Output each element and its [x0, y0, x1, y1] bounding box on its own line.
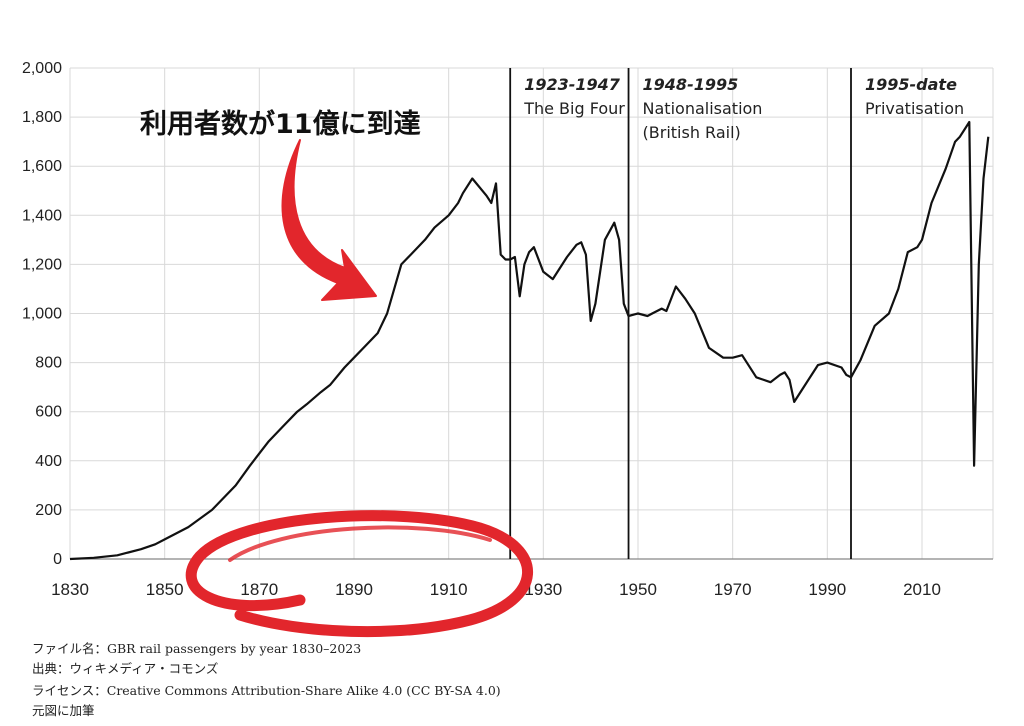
y-tick-label: 400	[35, 453, 62, 470]
footer-file-name: ファイル名：GBR rail passengers by year 1830–2…	[32, 641, 362, 656]
y-tick-label: 1,400	[22, 207, 62, 224]
y-tick-label: 1,000	[22, 306, 62, 323]
y-tick-label: 200	[35, 502, 62, 519]
era-date-label: 1995-date	[865, 75, 957, 94]
y-tick-label: 800	[35, 355, 62, 372]
red-arrow-annotation	[281, 139, 377, 301]
footer-note: 元図に加筆	[32, 703, 95, 718]
footer-source: 出典：ウィキメディア・コモンズ	[32, 661, 219, 676]
x-tick-label: 1970	[714, 580, 752, 599]
grid-lines	[69, 67, 994, 560]
x-tick-label: 1990	[808, 580, 846, 599]
y-tick-labels: 0 200 400 600 800 1,000 1,200 1,400 1,600 1,800 2,…	[22, 60, 62, 568]
footer-license: ライセンス：Creative Commons Attribution-Share…	[32, 683, 501, 698]
callout-text: 利用者数が11億に到達	[140, 108, 421, 140]
x-tick-label: 2010	[903, 580, 941, 599]
x-tick-label: 1830	[51, 580, 89, 599]
y-tick-label: 1,600	[22, 158, 62, 175]
era-name-label: The Big Four	[523, 99, 625, 118]
x-tick-label: 1950	[619, 580, 657, 599]
y-tick-label: 0	[53, 551, 62, 568]
x-tick-labels: 1830 1850 1870 1890 1910 1930 1950 1970 1990 2010	[51, 580, 941, 599]
x-tick-label: 1850	[146, 580, 184, 599]
era-name-label: Privatisation	[865, 99, 964, 118]
y-tick-label: 2,000	[22, 60, 62, 77]
y-tick-label: 600	[35, 404, 62, 421]
y-tick-label: 1,200	[22, 256, 62, 273]
red-circle-annotation	[185, 510, 534, 638]
era-name-label: Nationalisation	[643, 99, 763, 118]
era-date-label: 1948-1995	[643, 75, 739, 94]
y-tick-label: 1,800	[22, 109, 62, 126]
passenger-series-line	[69, 120, 990, 561]
era-markers: 1923-1947 The Big Four 1948-1995 Nationalis…	[509, 68, 964, 559]
x-tick-label: 1910	[430, 580, 468, 599]
x-tick-label: 1890	[335, 580, 373, 599]
era-date-label: 1923-1947	[524, 75, 621, 94]
x-tick-label: 1870	[240, 580, 278, 599]
x-tick-label: 1930	[524, 580, 562, 599]
era-name-label: (British Rail)	[643, 123, 741, 142]
